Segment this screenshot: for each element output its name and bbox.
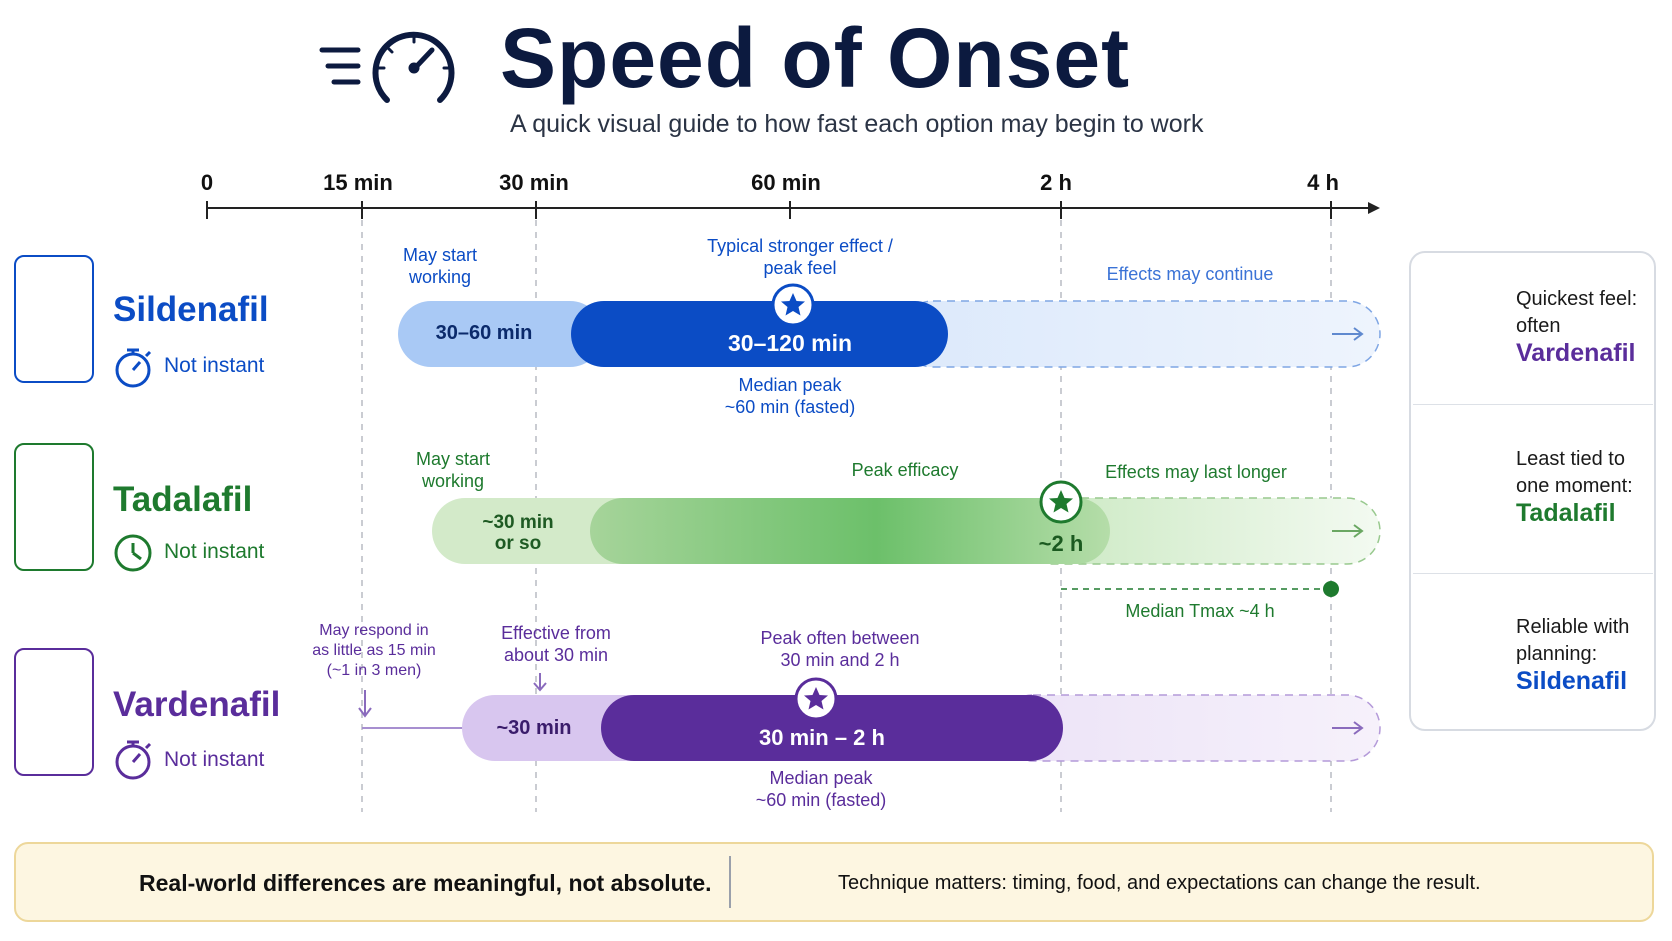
tadalafil-main-range: ~2 h bbox=[1038, 531, 1084, 556]
footer-note-right: Technique matters: timing, food, and exp… bbox=[838, 872, 1481, 894]
arrow-right-icon bbox=[1332, 721, 1364, 735]
axis-tick: 15 min bbox=[323, 170, 393, 195]
sildenafil-continue-label: Effects may continue bbox=[1106, 264, 1274, 284]
sildenafil-tail-bar bbox=[899, 300, 1381, 368]
sildenafil-start-label: May start working bbox=[402, 245, 478, 287]
drug-card-sildenafil bbox=[14, 255, 94, 383]
arrow-right-icon bbox=[1332, 327, 1364, 341]
drug-card-vardenafil bbox=[14, 648, 94, 776]
tadalafil-tmax-label: Median Tmax ~4 h bbox=[1125, 601, 1275, 621]
tadalafil-peak-label: Peak efficacy bbox=[851, 460, 959, 480]
vardenafil-light-range: ~30 min bbox=[496, 717, 572, 739]
summary-least-tied-text: Least tied to one moment: bbox=[1516, 448, 1633, 497]
page-title: Speed of Onset bbox=[500, 11, 1131, 105]
tadalafil-bars bbox=[432, 480, 1381, 597]
footer-note-left: Real-world differences are meaningful, n… bbox=[139, 870, 712, 896]
stopwatch-icon bbox=[115, 740, 152, 780]
sildenafil-peak-label: Typical stronger effect / peak feel bbox=[707, 236, 893, 278]
star-icon bbox=[1049, 490, 1073, 513]
vardenafil-main-range: 30 min – 2 h bbox=[759, 725, 885, 750]
sildenafil-bars bbox=[398, 283, 1381, 368]
summary-quickest-text: Quickest feel: often bbox=[1516, 288, 1638, 337]
page-subtitle: A quick visual guide to how fast each op… bbox=[510, 110, 1204, 138]
summary-quickest-drug: Vardenafil bbox=[1516, 339, 1636, 367]
sildenafil-light-bar bbox=[398, 301, 603, 367]
footer-banner bbox=[14, 842, 1654, 922]
tadalafil-continue-label: Effects may last longer bbox=[1105, 462, 1287, 482]
vardenafil-effective-label: Effective from about 30 min bbox=[501, 623, 611, 665]
axis-tick: 0 bbox=[200, 170, 214, 195]
sildenafil-median-label: Median peak ~60 min (fasted) bbox=[724, 375, 856, 417]
time-axis bbox=[206, 201, 1380, 219]
divider bbox=[1413, 404, 1653, 405]
drug-name-vardenafil: Vardenafil bbox=[113, 685, 281, 724]
sildenafil-main-range: 30–120 min bbox=[727, 330, 853, 356]
arrow-right-icon bbox=[1332, 524, 1364, 538]
speedometer-icon bbox=[319, 31, 455, 103]
vardenafil-bars bbox=[358, 673, 1381, 762]
drug-name-sildenafil: Sildenafil bbox=[113, 290, 269, 329]
axis-tick: 4 h bbox=[1307, 170, 1339, 195]
summary-least-tied-drug: Tadalafil bbox=[1516, 499, 1616, 527]
vardenafil-median-label: Median peak ~60 min (fasted) bbox=[755, 768, 887, 810]
drug-card-tadalafil bbox=[14, 443, 94, 571]
star-icon bbox=[804, 687, 828, 710]
summary-reliable: Reliable with planning: Sildenafil bbox=[1516, 614, 1629, 695]
tadalafil-main-bar bbox=[590, 498, 1110, 564]
summary-least-tied: Least tied to one moment: Tadalafil bbox=[1516, 446, 1633, 527]
clock-icon bbox=[114, 534, 152, 572]
summary-quickest: Quickest feel: often Vardenafil bbox=[1516, 286, 1637, 367]
drug-name-tadalafil: Tadalafil bbox=[113, 480, 253, 519]
divider bbox=[1413, 573, 1653, 574]
axis-tick: 60 min bbox=[751, 170, 821, 195]
vardenafil-main-bar bbox=[601, 695, 1063, 761]
tadalafil-start-label: May start working bbox=[415, 449, 491, 491]
status-vardenafil: Not instant bbox=[164, 748, 265, 771]
status-sildenafil: Not instant bbox=[164, 354, 265, 377]
sildenafil-light-range: 30–60 min bbox=[435, 322, 533, 344]
axis-tick: 30 min bbox=[499, 170, 569, 195]
summary-panel bbox=[1409, 251, 1656, 731]
vardenafil-peak-label: Peak often between 30 min and 2 h bbox=[760, 628, 920, 670]
summary-reliable-text: Reliable with planning: bbox=[1516, 616, 1630, 665]
stopwatch-icon bbox=[115, 348, 152, 388]
sildenafil-main-bar bbox=[571, 301, 948, 367]
summary-reliable-drug: Sildenafil bbox=[1516, 667, 1628, 695]
divider bbox=[729, 856, 731, 908]
status-tadalafil: Not instant bbox=[164, 540, 265, 563]
star-icon bbox=[781, 293, 805, 316]
axis-tick: 2 h bbox=[1040, 170, 1072, 195]
tmax-dot bbox=[1323, 581, 1339, 597]
vardenafil-early-label: May respond in as little as 15 min (~1 i… bbox=[312, 622, 436, 679]
vardenafil-tail-bar bbox=[999, 694, 1381, 762]
tadalafil-light-range: ~30 min or so bbox=[482, 512, 554, 554]
